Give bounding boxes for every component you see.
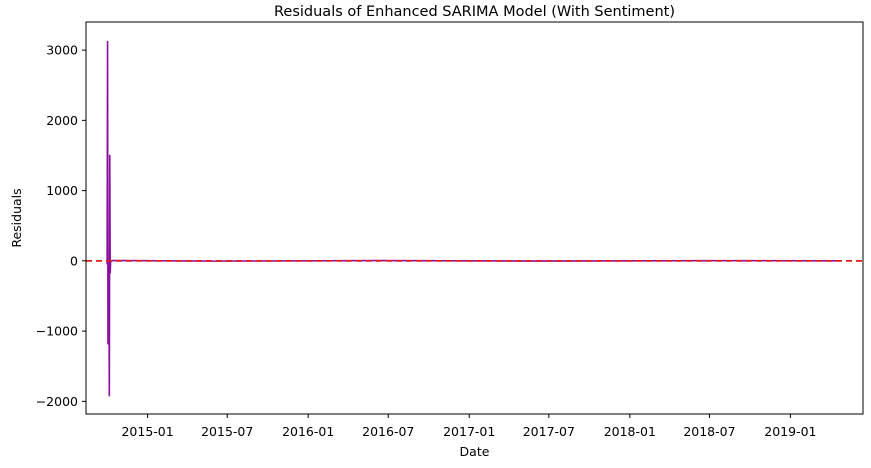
x-tick-label: 2016-07 [362,424,414,439]
x-tick-label: 2018-07 [683,424,735,439]
y-axis-ticks: −2000 −1000 0 1000 2000 3000 [36,43,86,409]
x-tick-label: 2015-07 [201,424,253,439]
plot-frame [85,21,864,415]
x-tick-label: 2015-01 [121,424,173,439]
x-axis-label: Date [460,444,490,459]
y-tick-label: 3000 [46,43,78,58]
x-tick-label: 2017-01 [443,424,495,439]
chart-title: Residuals of Enhanced SARIMA Model (With… [274,4,675,20]
y-tick-label: −2000 [36,394,78,409]
y-tick-label: 0 [70,253,78,268]
y-tick-label: −1000 [36,324,78,339]
series-layer [106,40,841,397]
x-tick-label: 2019-01 [764,424,816,439]
y-axis-label: Residuals [9,188,24,247]
y-tick-label: 2000 [46,113,78,128]
y-tick-label: 1000 [46,183,78,198]
x-axis-ticks: 2015-01 2015-07 2016-01 2016-07 2017-01 2017-… [121,414,817,439]
x-tick-label: 2016-01 [282,424,334,439]
residuals-series-line-0 [106,40,841,397]
plot-area [86,22,863,414]
x-tick-label: 2017-07 [523,424,575,439]
x-tick-label: 2018-01 [604,424,656,439]
